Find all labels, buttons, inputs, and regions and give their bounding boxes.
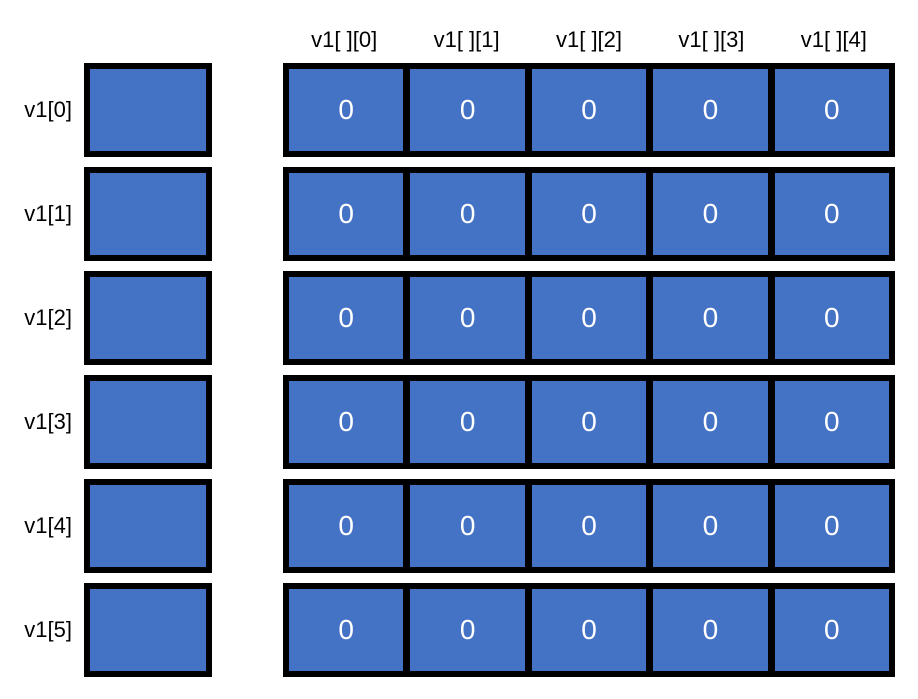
element-cell: 0: [774, 277, 890, 359]
vector-object-box: [84, 375, 212, 469]
element-cell: 0: [410, 589, 525, 671]
row-label: v1[1]: [24, 201, 72, 226]
row-label: v1[3]: [24, 409, 72, 434]
element-cell: 0: [289, 277, 404, 359]
column-header: v1[ ][0]: [311, 27, 378, 52]
vector-object-box: [84, 271, 212, 365]
vector-row: v1[1] 0 0 0 0 0: [0, 167, 895, 261]
element-cell: 0: [531, 69, 647, 151]
row-label: v1[2]: [24, 305, 72, 330]
vector-object-box: [84, 583, 212, 677]
element-cell: 0: [774, 173, 890, 255]
element-cell: 0: [653, 277, 768, 359]
element-cell: 0: [531, 173, 647, 255]
column-header: v1[ ][3]: [678, 27, 745, 52]
vector-row: v1[4] 0 0 0 0 0: [0, 479, 895, 573]
element-cell: 0: [410, 485, 525, 567]
row-spacer: [212, 271, 283, 365]
element-cell: 0: [653, 381, 768, 463]
row-label: v1[5]: [24, 617, 72, 642]
element-cell: 0: [410, 381, 525, 463]
column-header: v1[ ][1]: [433, 27, 500, 52]
vector-object-box: [84, 63, 212, 157]
row-spacer: [212, 479, 283, 573]
element-cell: 0: [531, 277, 647, 359]
element-cell: 0: [653, 589, 768, 671]
element-cell: 0: [653, 173, 768, 255]
row-spacer: [212, 375, 283, 469]
vector-row: v1[2] 0 0 0 0 0: [0, 271, 895, 365]
vector-row: v1[5] 0 0 0 0 0: [0, 583, 895, 677]
element-cell: 0: [774, 69, 890, 151]
element-cell: 0: [653, 69, 768, 151]
row-spacer: [212, 167, 283, 261]
element-cell: 0: [289, 173, 404, 255]
row-label: v1[0]: [24, 97, 72, 122]
element-cell: 0: [774, 485, 890, 567]
element-cell: 0: [289, 485, 404, 567]
element-cell: 0: [774, 381, 890, 463]
element-cell: 0: [410, 277, 525, 359]
element-cell: 0: [531, 589, 647, 671]
element-cell: 0: [289, 589, 404, 671]
row-spacer: [212, 583, 283, 677]
column-header-row: v1[ ][0] v1[ ][1] v1[ ][2] v1[ ][3] v1[ ][4]: [283, 0, 895, 63]
element-cell: 0: [410, 173, 525, 255]
element-cell: 0: [653, 485, 768, 567]
column-header: v1[ ][4]: [800, 27, 867, 52]
vector-object-box: [84, 479, 212, 573]
vector-row: v1[0] 0 0 0 0 0: [0, 63, 895, 157]
element-cell: 0: [289, 381, 404, 463]
element-cell: 0: [410, 69, 525, 151]
element-cell: 0: [289, 69, 404, 151]
element-cell: 0: [774, 589, 890, 671]
vector-object-box: [84, 167, 212, 261]
element-cell: 0: [531, 381, 647, 463]
element-cell: 0: [531, 485, 647, 567]
row-label: v1[4]: [24, 513, 72, 538]
column-header: v1[ ][2]: [555, 27, 623, 52]
row-spacer: [212, 63, 283, 157]
diagram-rows: v1[0] 0 0 0 0 0 v1[1] 0 0 0 0 0 v1[2] 0 0 0 0 0 v1[3] 0 0 0 0 0…: [0, 63, 895, 677]
vector-row: v1[3] 0 0 0 0 0: [0, 375, 895, 469]
